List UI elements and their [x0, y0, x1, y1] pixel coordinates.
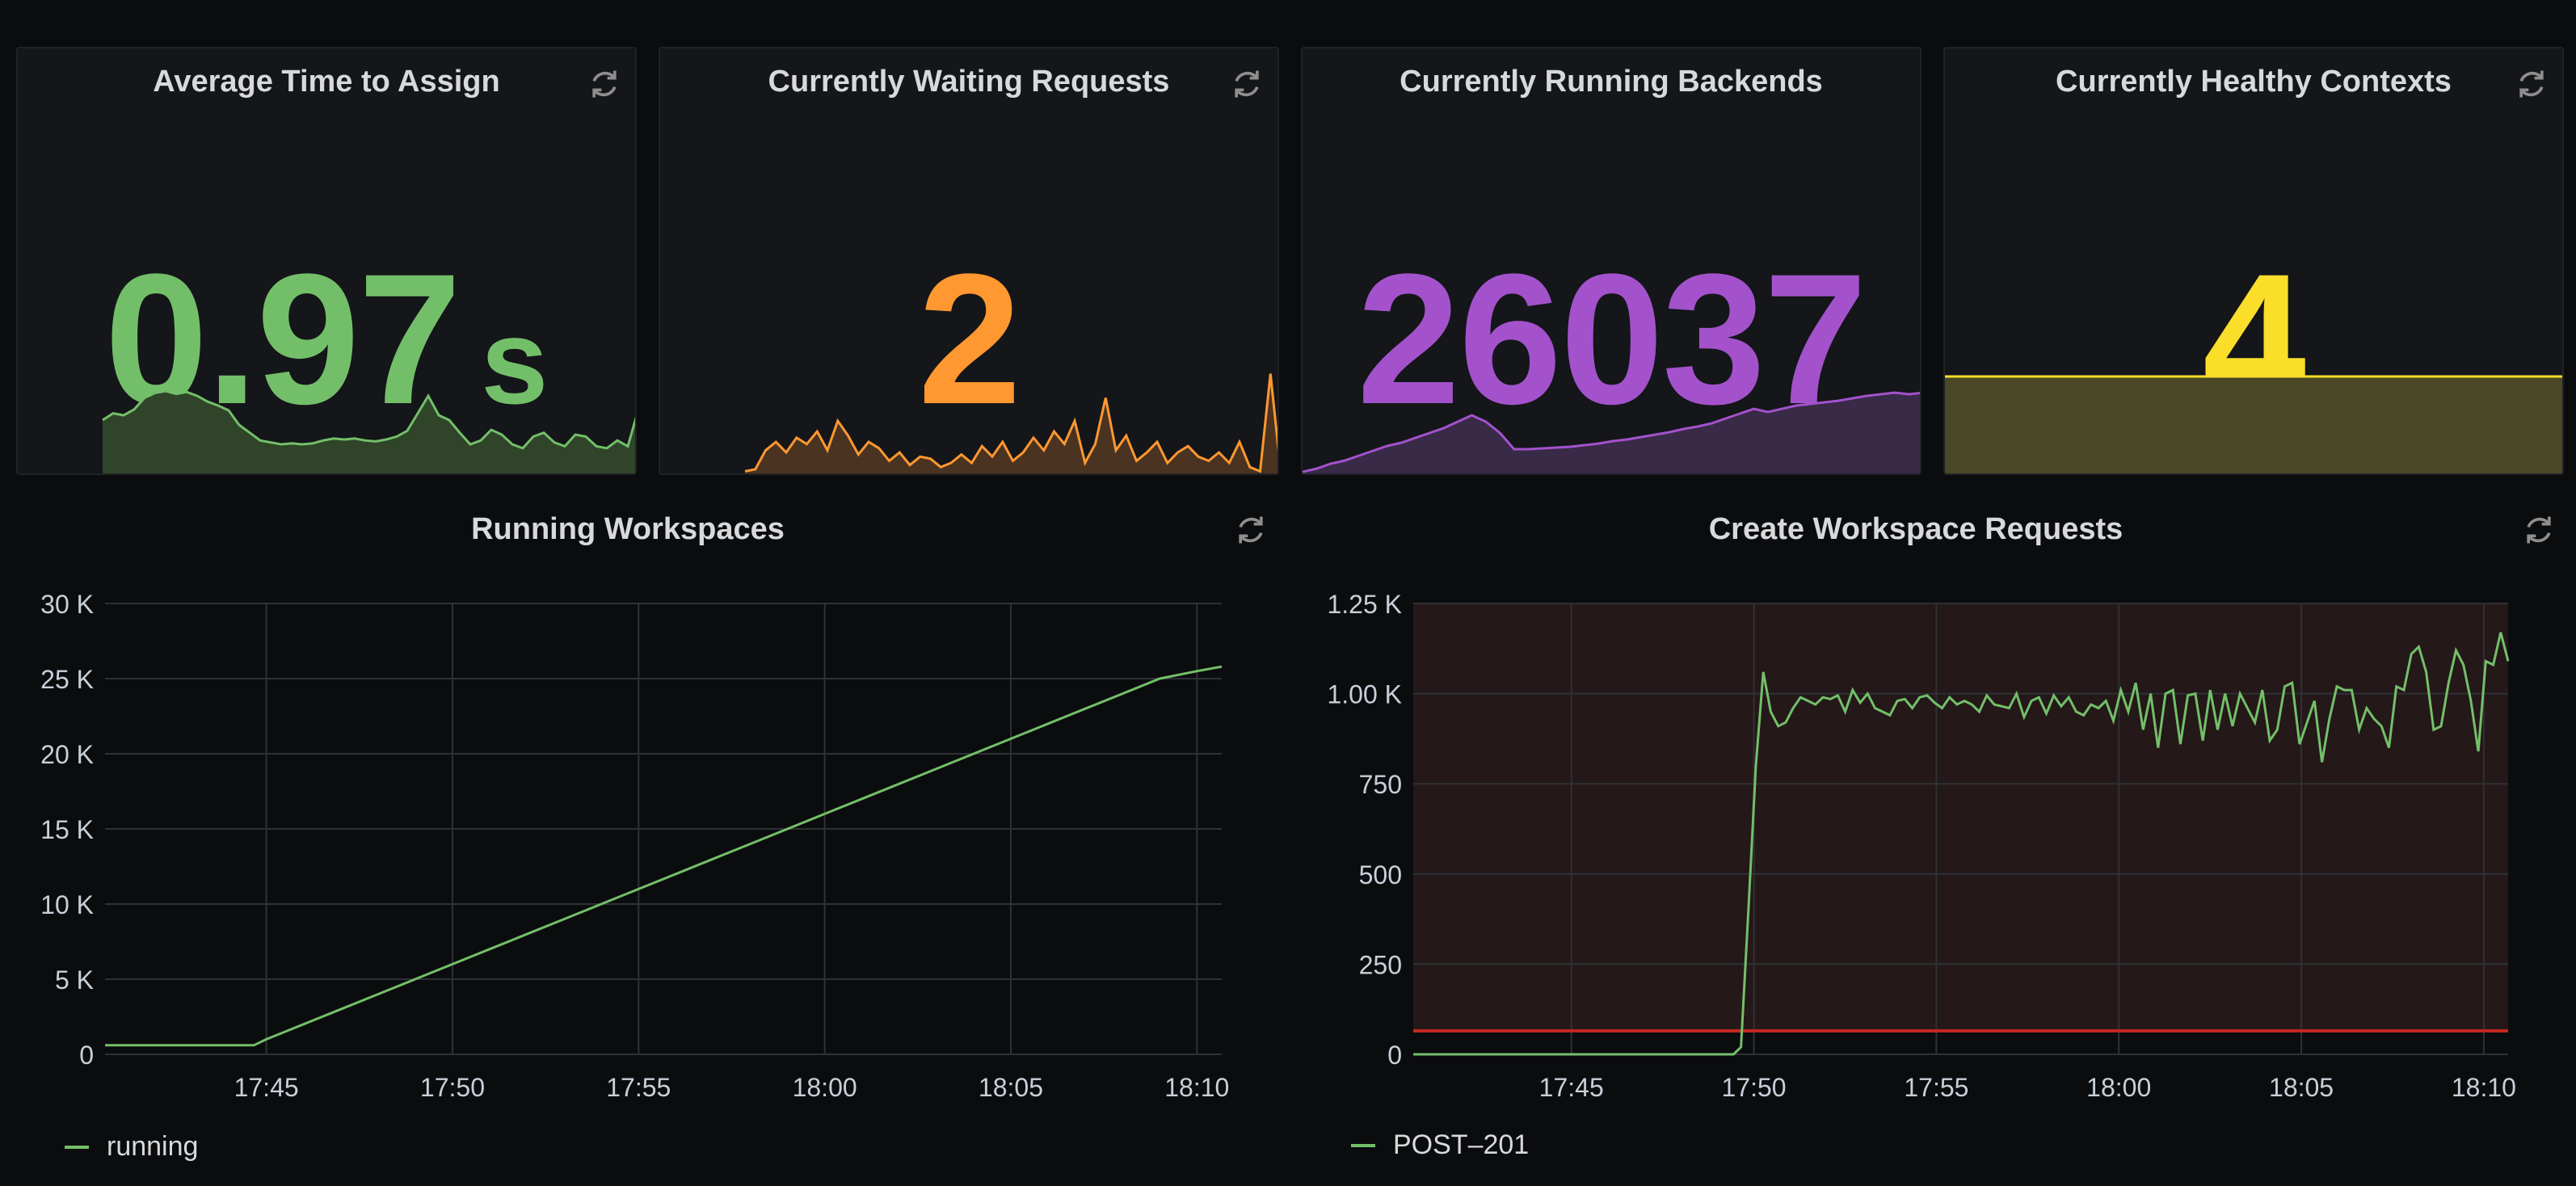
legend-swatch — [65, 1145, 89, 1149]
panel-title: Currently Healthy Contexts — [2056, 65, 2452, 99]
refresh-icon[interactable] — [1229, 66, 1265, 102]
sparkline — [102, 389, 635, 473]
panel-title: Running Workspaces — [471, 512, 785, 546]
x-tick-label: 18:10 — [1164, 1073, 1229, 1102]
x-tick-label: 18:10 — [2452, 1073, 2516, 1102]
stat-unit: s — [481, 293, 549, 429]
sparkline-area — [1303, 393, 1920, 473]
x-tick-label: 17:55 — [606, 1073, 671, 1102]
y-tick-label: 0 — [79, 1041, 94, 1070]
legend[interactable]: running — [65, 1131, 198, 1163]
sparkline — [1945, 375, 2562, 473]
panel-title: Currently Running Backends — [1400, 65, 1823, 99]
panel-title: Create Workspace Requests — [1708, 512, 2124, 546]
refresh-icon[interactable] — [2521, 512, 2557, 548]
y-tick-label: 0 — [1387, 1041, 1402, 1070]
stat-panel-waiting-requests: Currently Waiting Requests 2 — [659, 47, 1279, 475]
stat-panel-running-backends: Currently Running Backends 26037 — [1301, 47, 1921, 475]
sparkline-line — [744, 373, 1277, 473]
stat-number: 2 — [918, 235, 1021, 443]
series-line — [105, 665, 1223, 1047]
graph-panel-running-workspaces: Running Workspaces 0 5 K 10 K 15 K 20 K 25 K 3… — [0, 494, 1288, 1186]
stat-panel-average-time: Average Time to Assign 0.97 s — [16, 47, 637, 475]
y-tick-label: 750 — [1359, 770, 1402, 799]
y-tick-label: 500 — [1359, 860, 1402, 890]
panel-title: Average Time to Assign — [153, 65, 500, 99]
series-line — [1413, 632, 2510, 1056]
panel-title: Currently Waiting Requests — [768, 65, 1170, 99]
y-tick-label: 1.25 K — [1327, 590, 1402, 619]
sparkline-line — [102, 389, 635, 450]
y-tick-label: 1.00 K — [1327, 680, 1402, 709]
sparkline-area — [103, 391, 635, 473]
sparkline — [744, 373, 1277, 473]
sparkline-area — [1945, 376, 2562, 473]
x-tick-label: 17:45 — [234, 1073, 299, 1102]
line-chart: 0 5 K 10 K 15 K 20 K 25 K 30 K 17:45 17:50 17:55 1… — [40, 590, 1229, 1102]
refresh-icon[interactable] — [1233, 512, 1269, 548]
x-tick-label: 17:50 — [420, 1073, 485, 1102]
legend-swatch — [1351, 1143, 1375, 1147]
sparkline-line — [1303, 391, 1920, 473]
sparkline — [1303, 391, 1920, 473]
y-tick-label: 10 K — [40, 890, 94, 919]
y-tick-label: 5 K — [55, 965, 94, 995]
y-tick-label: 25 K — [40, 665, 94, 694]
x-tick-label: 17:55 — [1904, 1073, 1968, 1102]
x-tick-label: 18:05 — [979, 1073, 1043, 1102]
threshold-region — [1413, 604, 2508, 1031]
legend-label: POST–201 — [1393, 1129, 1530, 1160]
line-chart: 0 250 500 750 1.00 K 1.25 K 17:45 17:50 17:55 18:… — [1327, 590, 2516, 1102]
x-tick-label: 17:50 — [1722, 1073, 1787, 1102]
stat-number: 26037 — [1357, 235, 1867, 443]
stat-value: 2 — [660, 246, 1277, 432]
stat-panel-healthy-contexts: Currently Healthy Contexts 4 — [1943, 47, 2564, 475]
refresh-icon[interactable] — [587, 66, 622, 102]
y-tick-label: 30 K — [40, 590, 94, 619]
legend-label: running — [107, 1131, 199, 1162]
x-tick-label: 18:00 — [2086, 1073, 2151, 1102]
x-tick-label: 18:00 — [793, 1073, 857, 1102]
legend[interactable]: POST–201 — [1351, 1129, 1529, 1161]
y-tick-label: 15 K — [40, 815, 94, 844]
refresh-icon[interactable] — [2514, 66, 2549, 102]
x-tick-label: 18:05 — [2269, 1073, 2334, 1102]
x-tick-label: 17:45 — [1539, 1073, 1604, 1102]
stat-value: 26037 — [1303, 246, 1920, 432]
y-tick-label: 20 K — [40, 740, 94, 769]
graph-panel-create-workspace-requests: Create Workspace Requests 0 250 500 750 1.00… — [1288, 494, 2576, 1186]
y-tick-label: 250 — [1359, 950, 1402, 979]
